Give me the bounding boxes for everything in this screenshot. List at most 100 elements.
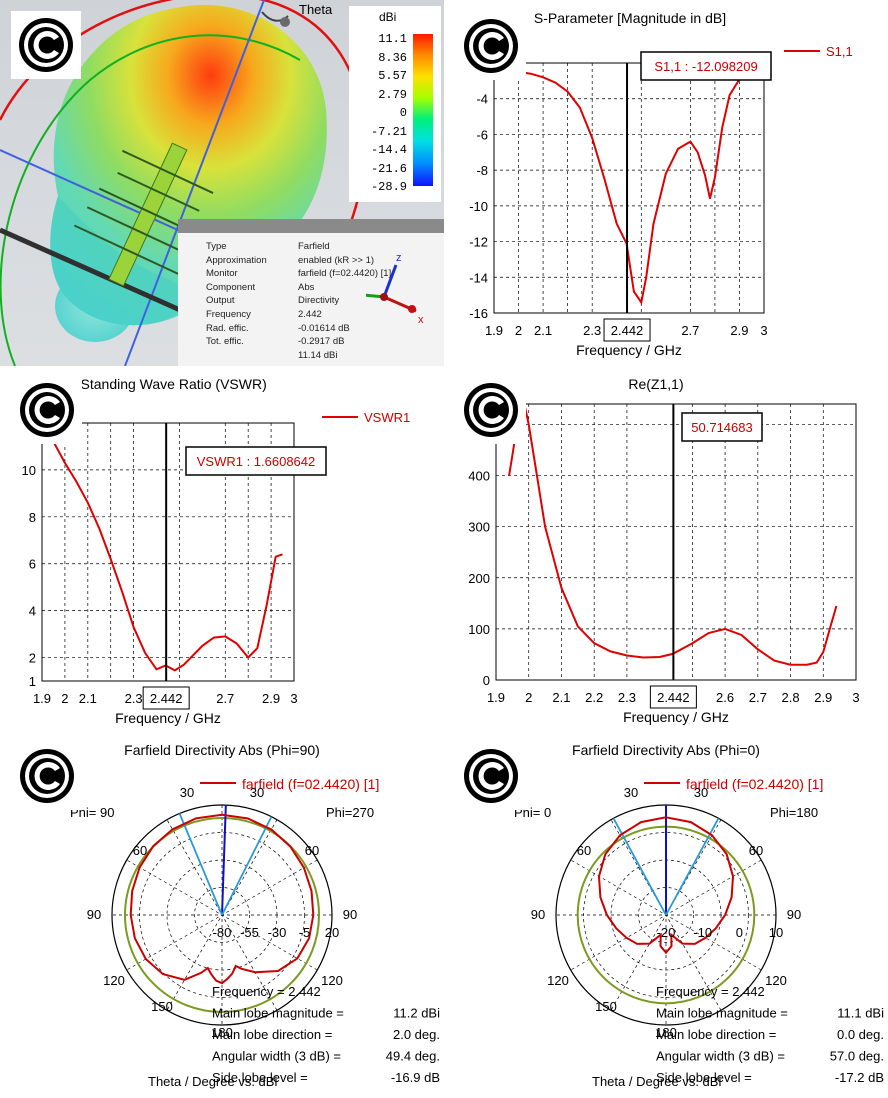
x-tick-label: 2.9 bbox=[814, 690, 832, 705]
y-tick-label: 100 bbox=[468, 622, 490, 637]
right-phi-label: Phi=270 bbox=[326, 805, 374, 820]
cc-badge bbox=[12, 742, 82, 810]
x-tick-label: 2.7 bbox=[681, 323, 699, 338]
y-tick-label: -16 bbox=[469, 306, 488, 321]
y-tick-label: 2 bbox=[29, 651, 36, 666]
angle-label: 180 bbox=[655, 1025, 677, 1040]
colorbar-label: 5.57 bbox=[378, 69, 407, 83]
cc-badge bbox=[456, 12, 526, 80]
marker-label: 2.442 bbox=[657, 690, 690, 705]
radial-label: -5 bbox=[299, 925, 311, 940]
blue-axis-2 bbox=[0, 149, 201, 241]
x-tick-label: 2.1 bbox=[79, 691, 97, 706]
radial-label: -55 bbox=[240, 925, 259, 940]
angle-label: 30 bbox=[624, 785, 638, 800]
chart-title: Re(Z1,1) bbox=[628, 376, 683, 392]
polar-info-label: Side lobe level = bbox=[212, 1070, 308, 1085]
y-tick-label: 4 bbox=[29, 604, 36, 619]
colorbar: dBi 11.1 8.36 5.57 2.79 0 -7.21 -14.4 -21.6 -28.… bbox=[349, 6, 441, 202]
c-in-circle-icon bbox=[19, 18, 73, 72]
marker-readout: S1,1 : -12.098209 bbox=[654, 59, 757, 74]
x-tick-label: 2.7 bbox=[749, 690, 767, 705]
y-tick-label: 400 bbox=[468, 469, 490, 484]
polar-info-label: Angular width (3 dB) = bbox=[212, 1049, 341, 1064]
angle-label: 30 bbox=[180, 785, 194, 800]
legend-label: farfield (f=02.4420) [1] bbox=[686, 776, 823, 792]
y-tick-label: -6 bbox=[476, 127, 488, 142]
yagi-boom-shadow bbox=[0, 227, 182, 313]
chart-title: Farfield Directivity Abs (Phi=0) bbox=[572, 742, 760, 758]
x-tick-label: 3 bbox=[760, 323, 767, 338]
legend-label: farfield (f=02.4420) [1] bbox=[242, 776, 379, 792]
legend-label: S1,1 bbox=[826, 44, 853, 59]
x-tick-label: 2 bbox=[525, 690, 532, 705]
legend-label: VSWR1 bbox=[364, 410, 410, 425]
x-tick-label: 2.3 bbox=[583, 323, 601, 338]
marker-label: 2.442 bbox=[611, 323, 644, 338]
green-ring bbox=[0, 34, 301, 366]
axis-z-label: z bbox=[396, 252, 402, 264]
x-tick-label: 2.2 bbox=[585, 690, 603, 705]
axis-caption: Theta / Degree vs. dBi bbox=[148, 1074, 277, 1089]
x-tick-label: 2.8 bbox=[782, 690, 800, 705]
axis-x-label: x bbox=[418, 314, 424, 326]
angle-label: 30 bbox=[694, 785, 708, 800]
colorbar-label: -28.9 bbox=[370, 180, 407, 194]
info-value: enabled (kR >> 1) bbox=[298, 254, 375, 266]
y-tick-label: 1 bbox=[29, 674, 36, 689]
radial-label: -20 bbox=[657, 925, 676, 940]
marker-label-box bbox=[603, 318, 651, 342]
x-tick-label: 2 bbox=[515, 323, 522, 338]
marker-label: 2.442 bbox=[150, 691, 183, 706]
x-tick-label: 2.9 bbox=[262, 691, 280, 706]
info-value: Farfield bbox=[298, 241, 330, 252]
cc-badge bbox=[11, 11, 81, 79]
cc-badge bbox=[12, 376, 82, 444]
polar-phi90-panel: Farfield Directivity Abs (Phi=90) farfiel… bbox=[0, 732, 444, 1098]
x-tick-label: 1.9 bbox=[485, 323, 503, 338]
x-tick-label: 2 bbox=[61, 691, 68, 706]
marker-readout: VSWR1 : 1.6608642 bbox=[197, 454, 316, 469]
yagi-antenna bbox=[73, 142, 214, 287]
x-tick-label: 2.9 bbox=[730, 323, 748, 338]
axis-caption: Theta / Degree vs. dBi bbox=[592, 1074, 721, 1089]
angle-label: 150 bbox=[151, 999, 173, 1014]
main-lobe-line bbox=[221, 805, 227, 916]
x-axis-label: Frequency / GHz bbox=[115, 710, 221, 726]
info-key: Type bbox=[206, 241, 227, 252]
chart-title: S-Parameter [Magnitude in dB] bbox=[534, 10, 726, 26]
angle-label: 120 bbox=[547, 973, 569, 988]
vswr-chart-panel: age Standing Wave Ratio (VSWR) 1.9 2 2.1 2.3… bbox=[0, 366, 444, 732]
x-tick-label: 2.6 bbox=[716, 690, 734, 705]
colorbar-label: 8.36 bbox=[378, 50, 407, 65]
s11-chart: S-Parameter [Magnitude in dB] 1.9 2 2.1 2.3 2… bbox=[469, 10, 853, 358]
x-tick-label: 1.9 bbox=[33, 691, 51, 706]
colorbar-label: 11.1 bbox=[378, 32, 407, 46]
colorbar-label: -7.21 bbox=[370, 124, 407, 139]
info-value: 2.442 bbox=[298, 309, 322, 320]
x-tick-label: 3 bbox=[290, 691, 297, 706]
rez-chart-panel: Re(Z1,1) 1.9 2 2.1 2.2 2.3 2.6 2.7 2.8 2.9 3 0 100 20… bbox=[444, 366, 888, 732]
polar-phi0-chart: Farfield Directivity Abs (Phi=0) farfield… bbox=[514, 742, 884, 1089]
c-in-circle-icon bbox=[464, 19, 518, 73]
y-tick-label: 6 bbox=[29, 557, 36, 572]
three-db-ring bbox=[123, 816, 321, 1014]
x-tick-label: 2.7 bbox=[216, 691, 234, 706]
info-value: 11.14 dBi bbox=[298, 349, 338, 361]
c-in-circle-icon bbox=[20, 383, 74, 437]
c-in-circle-icon bbox=[464, 383, 518, 437]
beamwidth-line bbox=[178, 813, 223, 916]
plot-area bbox=[493, 62, 765, 314]
angle-label: 180 bbox=[211, 1025, 233, 1040]
x-axis-label: Frequency / GHz bbox=[623, 709, 729, 725]
polar-info-value: -17.2 dB bbox=[835, 1070, 884, 1085]
colorbar-label: -21.6 bbox=[370, 161, 407, 176]
polar-series-line bbox=[129, 813, 315, 985]
polar-info-value: 2.0 deg. bbox=[393, 1027, 440, 1042]
y-tick-label: -8 bbox=[476, 163, 488, 178]
angle-label: 30 bbox=[250, 785, 264, 800]
cc-badge bbox=[456, 376, 526, 444]
s11-chart-panel: S-Parameter [Magnitude in dB] 1.9 2 2.1 2.3 2… bbox=[444, 0, 888, 366]
angle-label: 60 bbox=[133, 843, 147, 858]
c-in-circle-icon bbox=[20, 749, 74, 803]
